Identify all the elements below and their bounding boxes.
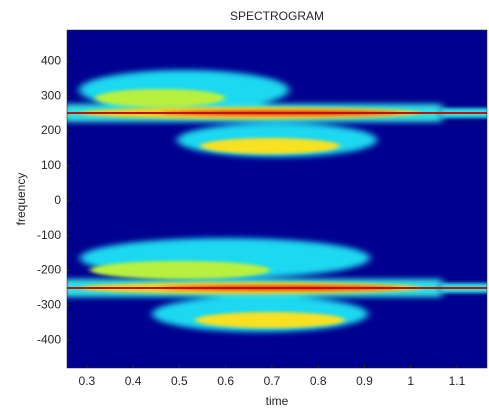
y-tick-label: -400 <box>37 332 61 346</box>
x-tick-label: 0.6 <box>217 374 234 388</box>
x-tick-label: 1 <box>407 374 414 388</box>
chart-title: SPECTROGRAM <box>230 9 324 23</box>
x-tick-label: 1.1 <box>449 374 466 388</box>
x-tick-label: 0.9 <box>356 374 373 388</box>
y-tick-label: -200 <box>37 263 61 277</box>
x-tick-label: 0.8 <box>310 374 327 388</box>
y-tick-label: -300 <box>37 297 61 311</box>
y-tick-label: 300 <box>41 88 61 102</box>
y-tick-label: 200 <box>41 123 61 137</box>
x-tick-label: 0.3 <box>79 374 96 388</box>
x-tick-label: 0.7 <box>264 374 281 388</box>
x-tick-label: 0.4 <box>125 374 142 388</box>
y-tick-label: 100 <box>41 158 61 172</box>
x-axis-label: time <box>266 394 289 408</box>
y-axis-label: frequency <box>14 173 28 226</box>
x-tick-label: 0.5 <box>171 374 188 388</box>
y-tick-label: -100 <box>37 228 61 242</box>
y-tick-label: 400 <box>41 54 61 68</box>
plot-frame <box>66 29 488 369</box>
y-tick-label: 0 <box>54 193 61 207</box>
spectrogram-image <box>67 70 487 332</box>
